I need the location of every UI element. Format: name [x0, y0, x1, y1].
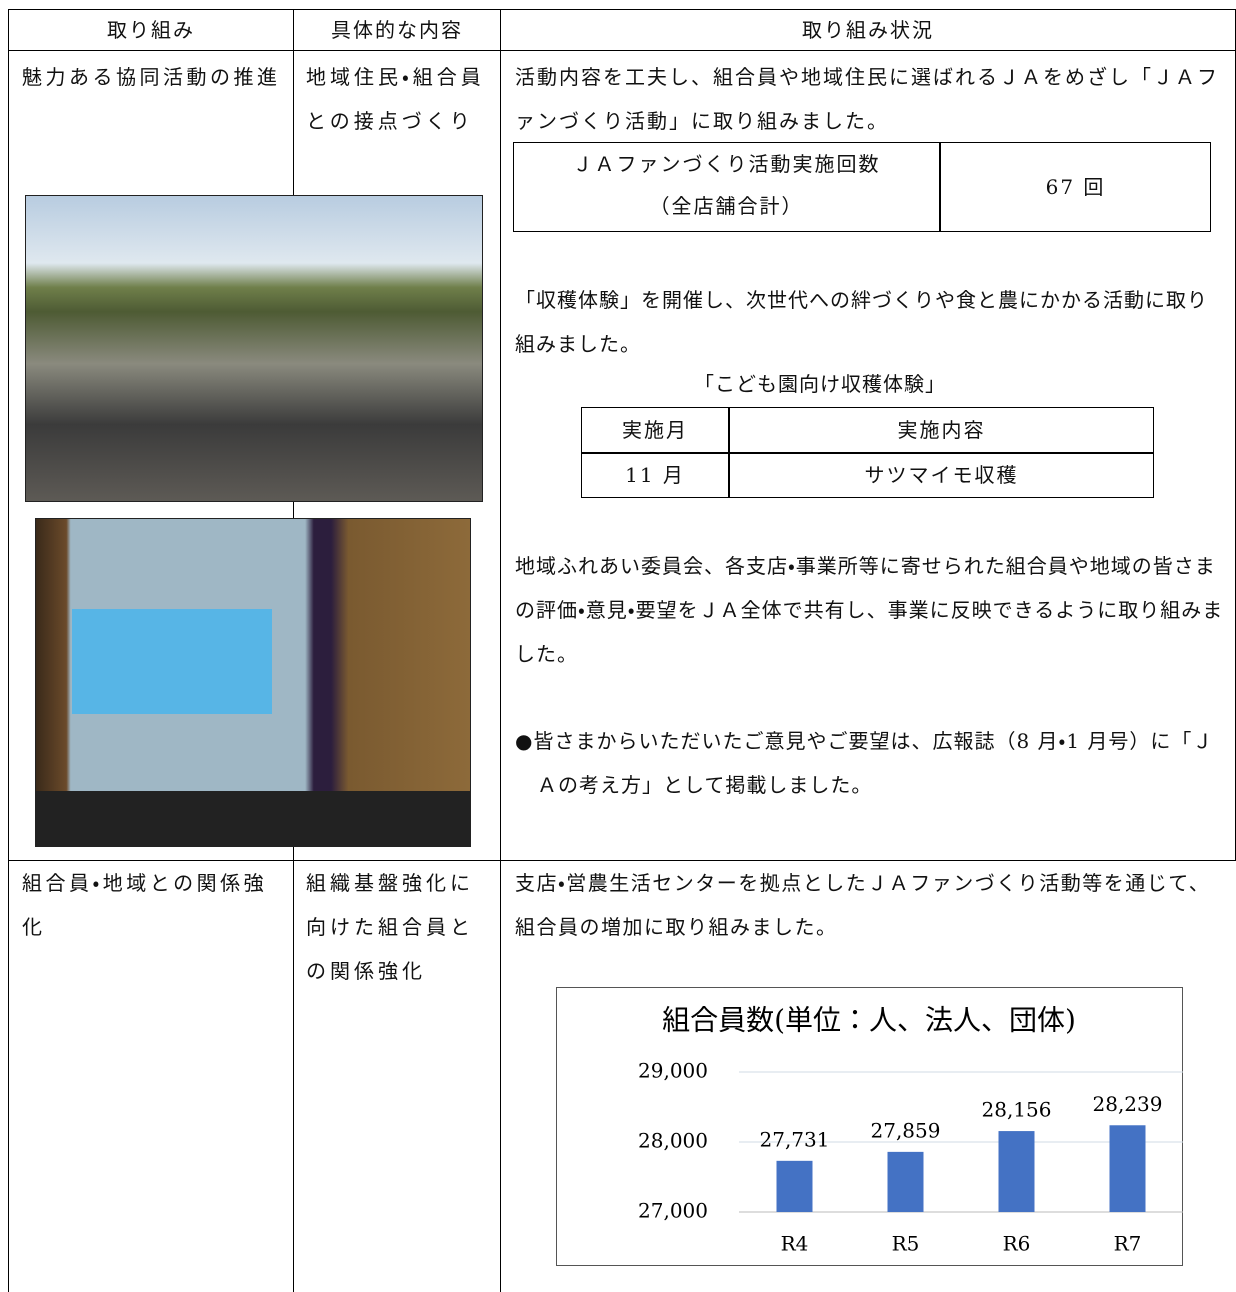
bar: [777, 1161, 813, 1212]
event-cell: サツマイモ収穫: [730, 453, 1153, 497]
detail: 地域住民・組合員との接点づくり: [306, 55, 492, 143]
initiative: 組合員・地域との関係強化: [22, 861, 284, 949]
x-tick-label: R5: [892, 1232, 920, 1256]
data-label: 27,731: [760, 1127, 830, 1151]
header-cell: 取り組み状況: [501, 9, 1235, 51]
slide: [72, 609, 272, 714]
page: 取り組み 具体的な内容 取り組み状況 魅力ある協同活動の推進 地域住民・組合員と…: [0, 0, 1236, 1292]
paragraph: 活動内容を工夫し、組合員や地域住民に選ばれるＪＡをめざし「ＪＡファンづくり活動」…: [515, 55, 1227, 143]
caption: 「こども園向け収穫体験」: [620, 362, 1020, 406]
header-cell: 取り組み: [9, 9, 293, 51]
y-tick-label: 27,000: [638, 1199, 708, 1223]
detail: 組織基盤強化に向けた組合員との関係強化: [306, 861, 492, 993]
event-cell: 11 月: [582, 453, 728, 497]
photo-harvest: [25, 195, 483, 502]
bar: [999, 1131, 1035, 1212]
photo-lecture: [35, 518, 471, 847]
x-tick-label: R7: [1114, 1232, 1142, 1256]
count-value: 67 回: [941, 143, 1210, 231]
paragraph: ●皆さまからいただいたご意見やご要望は、広報誌（8 月・1 月号）に「ＪＡの考え…: [537, 719, 1217, 807]
bar: [1110, 1125, 1146, 1212]
bar: [888, 1152, 924, 1212]
paragraph: 支店・営農生活センターを拠点としたＪＡファンづくり活動等を通じて、組合員の増加に…: [515, 861, 1227, 949]
chart-title: 組合員数(単位：人、法人、団体): [662, 1004, 1076, 1037]
header-cell: 具体的な内容: [294, 9, 500, 51]
rule: [500, 9, 501, 1292]
paragraph: 「収穫体験」を開催し、次世代への絆づくりや食と農にかかる活動に取り組みました。: [515, 278, 1227, 366]
x-tick-label: R4: [781, 1232, 809, 1256]
paragraph: 地域ふれあい委員会、各支店・事業所等に寄せられた組合員や地域の皆さまの評価・意見…: [515, 544, 1227, 676]
y-tick-label: 29,000: [638, 1059, 708, 1083]
chart: 組合員数(単位：人、法人、団体) 27,000 28,000 29,000 27,73…: [556, 987, 1184, 1267]
audience: [36, 791, 470, 846]
count-label: （全店舗合計）: [514, 185, 939, 227]
initiative: 魅力ある協同活動の推進: [22, 55, 284, 99]
event-table: 実施月 実施内容 11 月 サツマイモ収穫: [581, 407, 1154, 498]
rule: [8, 9, 9, 1292]
count-label: ＪＡファンづくり活動実施回数: [514, 143, 939, 185]
data-label: 28,239: [1093, 1092, 1163, 1116]
y-tick-label: 28,000: [638, 1129, 708, 1153]
x-tick-label: R6: [1003, 1232, 1031, 1256]
event-header: 実施内容: [730, 408, 1153, 452]
count-table: ＪＡファンづくり活動実施回数 （全店舗合計） 67 回: [513, 142, 1211, 232]
data-label: 27,859: [871, 1118, 941, 1142]
data-label: 28,156: [982, 1098, 1052, 1122]
event-header: 実施月: [582, 408, 728, 452]
